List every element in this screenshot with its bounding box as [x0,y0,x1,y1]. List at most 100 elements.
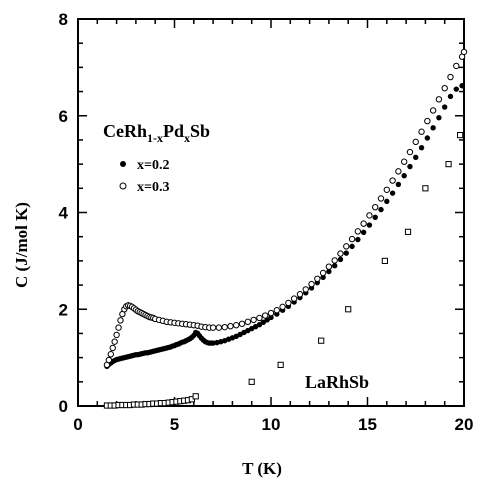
point-open-circle [395,168,402,175]
legend-marker-x02 [120,161,126,167]
y-tick-label: 0 [59,397,68,416]
plot-frame-rect [77,18,465,407]
point-open-circle [285,299,292,307]
point-open-circle [117,317,124,324]
point-filled-circle [366,222,373,228]
point-filled-circle [459,83,465,89]
point-open-circle [354,228,362,235]
point-open-circle [221,323,228,331]
point-open-circle [429,107,437,114]
point-filled-circle [343,250,349,256]
point-open-circle [273,307,280,314]
point-open-circle [383,186,390,193]
point-open-circle [418,128,425,135]
x-tick-label: 10 [262,415,281,434]
legend-title: CeRh1-xPdxSb [103,121,210,145]
axis-ticks [77,18,465,407]
point-open-circle [302,286,309,293]
point-open-circle [424,117,431,125]
point-filled-circle [442,104,448,110]
point-open-circle [209,324,217,331]
point-open-circle [441,84,448,92]
point-open-circle [250,316,257,324]
point-open-circle [262,312,269,319]
point-open-circle [111,338,118,345]
legend-label-x03: x=0.3 [137,180,169,195]
point-filled-circle [453,86,459,92]
point-open-square [318,337,325,344]
point-open-circle [337,250,344,257]
point-open-square [422,185,429,192]
point-open-circle [343,243,350,250]
x-tick-label: 20 [455,415,474,434]
y-tick-label: 8 [59,10,68,29]
point-open-circle [244,318,252,326]
point-filled-circle [436,114,442,121]
x-axis-title: T (K) [242,459,282,478]
point-open-circle [267,309,275,317]
point-open-circle [360,220,367,227]
series-0 [104,83,465,370]
x-tick-label: 5 [170,415,179,434]
point-open-circle [215,324,223,331]
point-open-circle [279,303,286,311]
point-open-circle [109,344,116,352]
point-open-circle [290,295,298,302]
point-filled-circle [355,236,361,243]
tick-labels: 0 5 10 15 20 0 2 4 6 8 [59,10,474,434]
point-filled-circle [256,322,263,328]
point-open-circle [377,195,385,202]
point-filled-circle [268,314,274,321]
x-tick-label: 15 [358,415,377,434]
point-filled-circle [389,190,396,196]
point-open-circle [233,322,240,329]
point-filled-circle [401,173,407,179]
annotation-larhsb: LaRhSb [305,372,369,392]
point-open-circle [412,138,419,146]
point-open-circle [325,263,333,270]
point-open-circle [435,96,443,103]
point-open-circle [256,314,263,322]
point-open-square [345,306,352,313]
point-filled-circle [384,198,390,205]
point-open-circle [453,62,460,70]
point-open-square [248,378,255,385]
point-open-square [457,132,464,139]
point-filled-circle [372,214,378,221]
plot-area-frame [77,18,465,407]
legend-label-x02: x=0.2 [137,158,169,173]
point-open-circle [319,269,327,277]
point-filled-circle [349,243,355,250]
point-filled-circle [337,256,344,263]
point-open-circle [400,158,408,165]
point-filled-circle [430,125,436,131]
point-open-circle [115,324,122,331]
point-filled-circle [413,154,419,161]
legend-marker-x03 [119,182,127,190]
y-tick-label: 2 [59,300,68,319]
point-open-circle [296,291,304,298]
point-filled-circle [424,135,431,141]
point-open-circle [389,177,396,184]
point-filled-circle [407,163,413,170]
point-filled-circle [395,181,402,188]
point-open-circle [308,280,315,288]
point-filled-circle [378,206,384,213]
point-open-square [192,393,199,400]
point-filled-circle [447,93,454,100]
point-open-square [445,161,452,168]
x-tick-label: 0 [73,415,82,434]
point-filled-circle [360,229,367,236]
y-axis-title: C (J/mol K) [12,202,31,288]
point-filled-circle [260,319,266,326]
legend: CeRh1-xPdxSb x=0.2 x=0.3 [103,121,210,195]
point-open-square [404,228,412,235]
series-2 [103,132,464,409]
point-filled-circle [331,263,338,269]
point-filled-circle [418,144,425,151]
y-tick-label: 4 [59,204,69,223]
point-open-circle [238,320,246,327]
data-points [103,48,468,409]
point-open-circle [227,322,234,330]
point-open-circle [406,148,414,156]
